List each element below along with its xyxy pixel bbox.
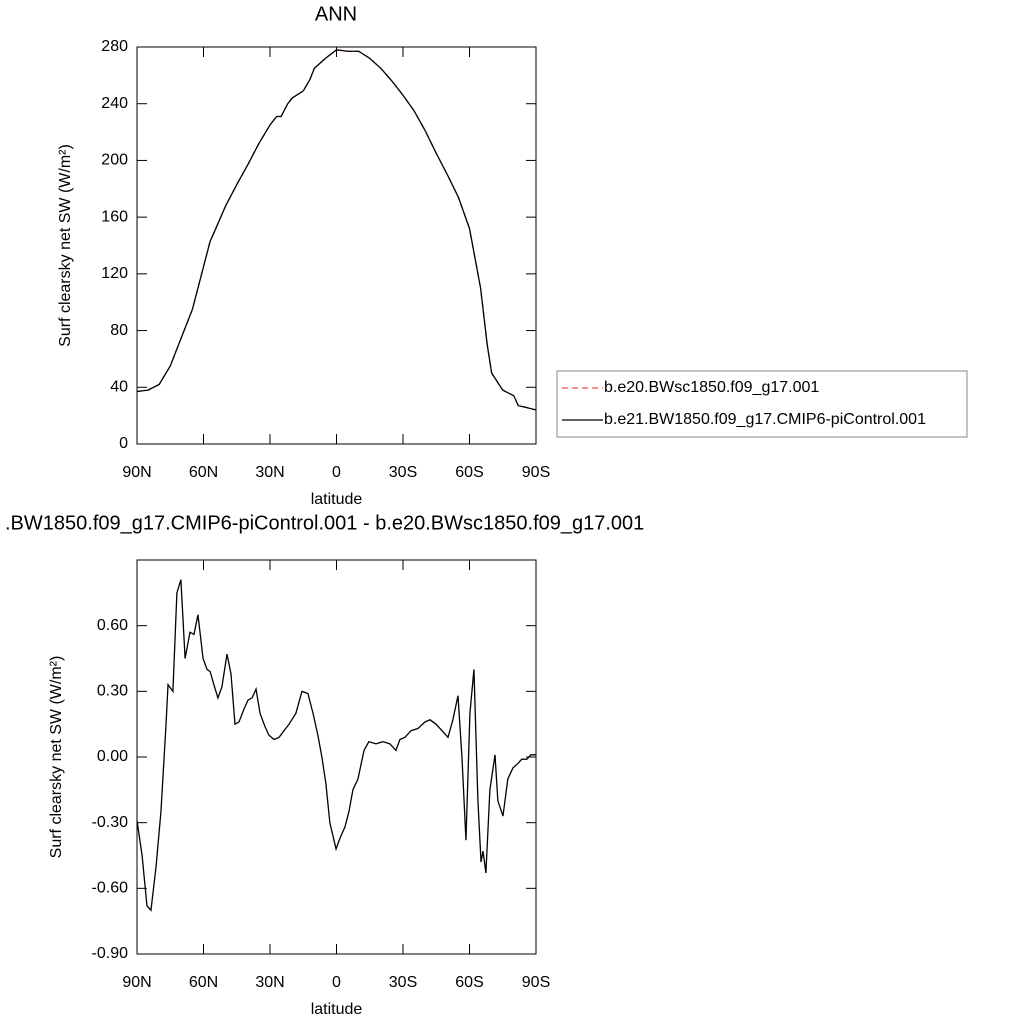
x-tick-label: 90N [122, 974, 151, 991]
y-tick-label: 0 [119, 435, 128, 452]
x-tick-label: 30N [255, 464, 284, 481]
x-axis-label: latitude [311, 491, 363, 508]
y-tick-label: -0.90 [92, 945, 129, 962]
plot-frame [136, 46, 537, 445]
y-tick-label: 80 [110, 322, 128, 339]
chart-title: .BW1850.f09_g17.CMIP6-piControl.001 - b.… [5, 512, 644, 534]
y-tick-label: 0.30 [97, 683, 128, 700]
data-line [136, 49, 537, 411]
x-tick-label: 0 [332, 464, 341, 481]
y-tick-label: 200 [101, 152, 128, 169]
x-axis-label: latitude [311, 1001, 363, 1018]
y-tick-label: 0.60 [97, 617, 128, 634]
data-line [136, 49, 537, 411]
y-axis-label: Surf clearsky net SW (W/m²) [48, 656, 65, 859]
y-tick-label: 160 [101, 208, 128, 225]
x-tick-label: 60S [455, 974, 483, 991]
y-tick-label: 40 [110, 379, 128, 396]
x-tick-label: 60S [455, 464, 483, 481]
x-tick-label: 90N [122, 464, 151, 481]
y-tick-label: 120 [101, 265, 128, 282]
x-tick-label: 30S [389, 974, 417, 991]
x-tick-label: 90S [522, 974, 550, 991]
y-tick-label: -0.60 [92, 880, 129, 897]
legend-box [556, 370, 968, 438]
y-tick-label: 280 [101, 38, 128, 55]
x-tick-label: 30N [255, 974, 284, 991]
legend-label: b.e20.BWsc1850.f09_g17.001 [604, 379, 819, 396]
legend-label: b.e21.BW1850.f09_g17.CMIP6-piControl.001 [604, 411, 926, 428]
y-tick-label: 240 [101, 95, 128, 112]
x-tick-label: 0 [332, 974, 341, 991]
x-tick-label: 60N [189, 464, 218, 481]
chart-title: ANN [315, 3, 357, 25]
x-tick-label: 60N [189, 974, 218, 991]
y-axis-label: Surf clearsky net SW (W/m²) [57, 144, 74, 347]
y-tick-label: -0.30 [92, 814, 129, 831]
x-tick-label: 30S [389, 464, 417, 481]
y-tick-label: 0.00 [97, 748, 128, 765]
x-tick-label: 90S [522, 464, 550, 481]
data-line [136, 579, 536, 912]
